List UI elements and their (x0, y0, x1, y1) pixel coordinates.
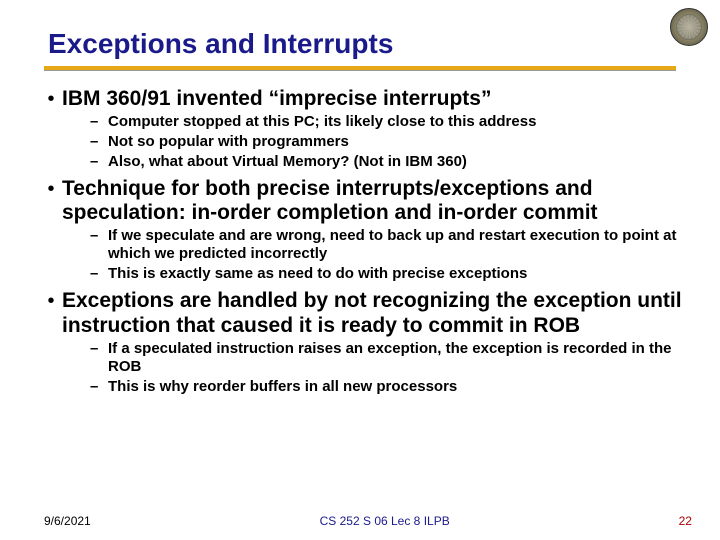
bullet-dash: – (90, 113, 108, 131)
bullet-dash: – (90, 227, 108, 245)
bullet-sub-text: Computer stopped at this PC; its likely … (108, 113, 536, 131)
bullet-dash: – (90, 378, 108, 396)
bullet-sub: – If we speculate and are wrong, need to… (90, 227, 692, 263)
bullet-main: • Technique for both precise interrupts/… (40, 177, 692, 225)
slide-content: • IBM 360/91 invented “imprecise interru… (0, 71, 720, 396)
bullet-sub-text: This is why reorder buffers in all new p… (108, 378, 457, 396)
bullet-sub-text: If we speculate and are wrong, need to b… (108, 227, 692, 263)
bullet-sub-text: If a speculated instruction raises an ex… (108, 340, 692, 376)
bullet-dot: • (40, 87, 62, 111)
bullet-main: • Exceptions are handled by not recogniz… (40, 289, 692, 337)
footer-course: CS 252 S 06 Lec 8 ILPB (320, 514, 450, 528)
bullet-dash: – (90, 265, 108, 283)
bullet-sub: – This is exactly same as need to do wit… (90, 265, 692, 283)
bullet-main: • IBM 360/91 invented “imprecise interru… (40, 87, 692, 111)
bullet-sub: – If a speculated instruction raises an … (90, 340, 692, 376)
bullet-sub-text: Also, what about Virtual Memory? (Not in… (108, 153, 467, 171)
bullet-text: Exceptions are handled by not recognizin… (62, 289, 692, 337)
bullet-sub-text: Not so popular with programmers (108, 133, 349, 151)
bullet-sub: – Not so popular with programmers (90, 133, 692, 151)
footer-page: 22 (679, 514, 692, 528)
university-seal (670, 8, 708, 46)
bullet-dash: – (90, 133, 108, 151)
footer-date: 9/6/2021 (44, 514, 91, 528)
bullet-dot: • (40, 177, 62, 201)
bullet-dot: • (40, 289, 62, 313)
bullet-dash: – (90, 153, 108, 171)
slide-footer: 9/6/2021 CS 252 S 06 Lec 8 ILPB 22 (0, 514, 720, 528)
bullet-sub: – This is why reorder buffers in all new… (90, 378, 692, 396)
bullet-text: IBM 360/91 invented “imprecise interrupt… (62, 87, 491, 111)
bullet-text: Technique for both precise interrupts/ex… (62, 177, 692, 225)
bullet-dash: – (90, 340, 108, 358)
slide-title: Exceptions and Interrupts (0, 0, 720, 64)
bullet-sub: – Also, what about Virtual Memory? (Not … (90, 153, 692, 171)
bullet-sub-text: This is exactly same as need to do with … (108, 265, 527, 283)
bullet-sub: – Computer stopped at this PC; its likel… (90, 113, 692, 131)
